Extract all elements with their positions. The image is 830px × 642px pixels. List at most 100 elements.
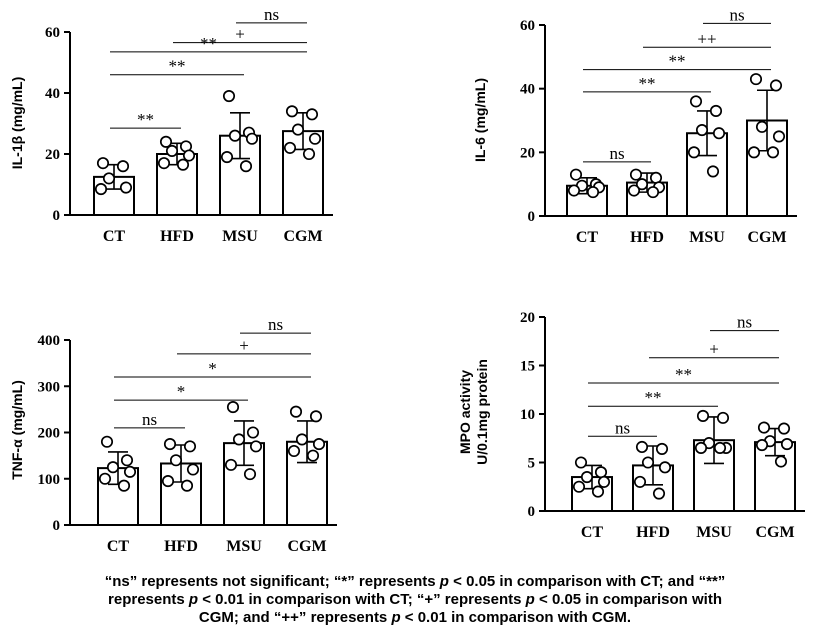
significance-label: ** xyxy=(200,34,217,53)
category-label-cgm: CGM xyxy=(755,524,794,541)
data-point xyxy=(246,426,260,439)
y-tick-label: 0 xyxy=(53,208,61,224)
category-label-cgm: CGM xyxy=(747,229,786,246)
y-tick-label: 10 xyxy=(520,407,535,423)
data-point xyxy=(96,157,110,170)
significance-label: + xyxy=(709,340,719,359)
category-label-hfd: HFD xyxy=(636,524,670,541)
data-point xyxy=(161,475,175,488)
y-axis-label-line: IL-6 (mg/mL) xyxy=(472,78,488,162)
data-point xyxy=(308,132,322,145)
y-tick-label: 20 xyxy=(520,310,535,326)
significance-label: * xyxy=(177,382,186,401)
data-point xyxy=(285,105,299,118)
y-axis-label-line: TNF-α (mg/mL) xyxy=(9,380,25,480)
significance-label: * xyxy=(208,359,217,378)
y-axis-label-line: U/0.1mg protein xyxy=(474,359,490,465)
chart-panel-3: 0 100 200 300 400 TNF-α (mg/mL) CT HFD MSU CGM ns *… xyxy=(9,315,337,555)
y-tick-label: 60 xyxy=(45,25,60,41)
data-point xyxy=(709,104,723,117)
y-tick-label: 400 xyxy=(38,333,61,349)
significance-label: ** xyxy=(169,57,186,76)
data-point xyxy=(106,461,120,474)
data-point xyxy=(712,127,726,140)
caption-text: < 0.01 in comparison with CT; “+” repres… xyxy=(198,591,526,608)
data-point xyxy=(646,186,660,199)
data-point xyxy=(572,480,586,493)
data-point xyxy=(305,108,319,121)
data-point xyxy=(159,135,173,148)
significance-label: ** xyxy=(639,74,656,93)
data-point xyxy=(695,124,709,137)
caption-text: < 0.01 in comparison with CGM. xyxy=(400,609,632,626)
y-axis-label-line: MPO activity xyxy=(457,370,473,454)
data-point xyxy=(283,141,297,154)
y-tick-label: 100 xyxy=(38,472,61,488)
data-point xyxy=(117,479,131,492)
category-label-hfd: HFD xyxy=(164,538,198,555)
data-point xyxy=(755,120,769,133)
data-point xyxy=(226,401,240,414)
y-axis-label: MPO activityU/0.1mg protein xyxy=(457,359,490,465)
data-point xyxy=(180,479,194,492)
significance-label: ns xyxy=(609,144,624,163)
data-point xyxy=(94,183,108,196)
data-point xyxy=(289,405,303,418)
data-point xyxy=(591,485,605,498)
category-label-ct: CT xyxy=(107,538,130,555)
data-point xyxy=(169,454,183,467)
data-point xyxy=(689,95,703,108)
data-point xyxy=(157,157,171,170)
significance-label: ns xyxy=(615,418,630,437)
caption-p-symbol: p xyxy=(525,591,535,608)
data-point xyxy=(182,149,196,162)
significance-label: ** xyxy=(137,110,154,129)
category-label-ct: CT xyxy=(576,229,599,246)
data-point xyxy=(766,146,780,159)
caption-text: “ns” represents not significant; “*” rep… xyxy=(104,573,440,590)
caption-text: < 0.05 in comparison with CT; and “**” xyxy=(448,573,726,590)
figure-caption: “ns” represents not significant; “*” rep… xyxy=(10,573,820,627)
data-point xyxy=(713,441,727,454)
data-point xyxy=(119,181,133,194)
data-point xyxy=(597,475,611,488)
significance-label: ** xyxy=(669,52,686,71)
data-point xyxy=(243,468,257,481)
data-point xyxy=(652,487,666,500)
y-tick-label: 300 xyxy=(38,379,61,395)
category-label-msu: MSU xyxy=(222,228,258,245)
data-point xyxy=(291,123,305,136)
category-label-hfd: HFD xyxy=(160,228,194,245)
data-point xyxy=(163,438,177,451)
significance-label: ns xyxy=(737,313,752,332)
caption-text: CGM; and “++” represents xyxy=(198,609,392,626)
data-point xyxy=(694,441,708,454)
data-point xyxy=(220,151,234,164)
data-point xyxy=(594,466,608,479)
y-tick-label: 40 xyxy=(45,86,60,102)
data-point xyxy=(222,90,236,103)
data-point xyxy=(186,463,200,476)
significance-label: ** xyxy=(645,388,662,407)
data-point xyxy=(655,442,669,455)
data-point xyxy=(302,147,316,161)
data-point xyxy=(696,409,710,422)
y-tick-label: 60 xyxy=(520,18,535,34)
data-point xyxy=(755,438,769,452)
data-point xyxy=(183,440,197,453)
category-label-msu: MSU xyxy=(226,538,262,555)
significance-label: ns xyxy=(729,5,744,24)
data-point xyxy=(635,178,649,191)
data-point xyxy=(116,160,130,173)
data-point xyxy=(586,186,600,199)
caption-p-symbol: p xyxy=(188,591,199,608)
data-point xyxy=(123,465,137,478)
y-axis-label: IL-6 (mg/mL) xyxy=(472,78,488,162)
y-axis-label-line: IL-1β (mg/mL) xyxy=(9,77,25,170)
data-point xyxy=(687,146,701,159)
data-point xyxy=(780,438,794,451)
data-point xyxy=(757,421,771,434)
y-tick-label: 40 xyxy=(520,82,535,98)
data-point xyxy=(224,458,238,471)
